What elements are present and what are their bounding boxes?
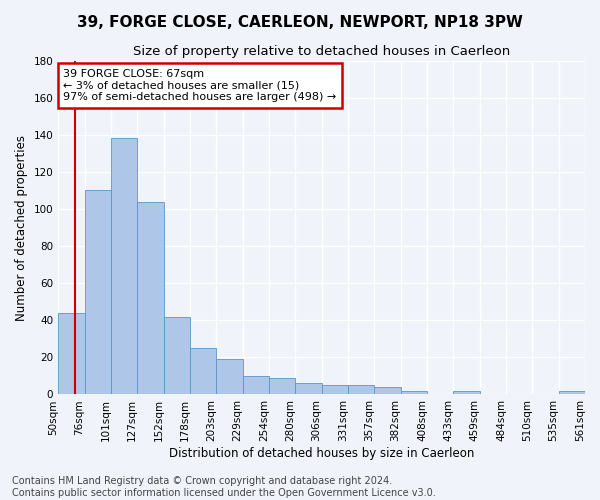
Bar <box>374 387 401 394</box>
Bar <box>348 385 374 394</box>
Text: Contains HM Land Registry data © Crown copyright and database right 2024.
Contai: Contains HM Land Registry data © Crown c… <box>12 476 436 498</box>
Bar <box>401 390 427 394</box>
Bar <box>164 316 190 394</box>
Bar <box>322 385 348 394</box>
Bar <box>190 348 216 395</box>
Bar <box>269 378 295 394</box>
Text: 39 FORGE CLOSE: 67sqm
← 3% of detached houses are smaller (15)
97% of semi-detac: 39 FORGE CLOSE: 67sqm ← 3% of detached h… <box>64 69 337 102</box>
Bar <box>453 390 479 394</box>
Bar <box>559 390 585 394</box>
Title: Size of property relative to detached houses in Caerleon: Size of property relative to detached ho… <box>133 45 510 58</box>
Bar <box>242 376 269 394</box>
Bar <box>137 202 164 394</box>
Bar <box>216 359 242 394</box>
Bar <box>111 138 137 394</box>
Y-axis label: Number of detached properties: Number of detached properties <box>15 134 28 320</box>
X-axis label: Distribution of detached houses by size in Caerleon: Distribution of detached houses by size … <box>169 447 474 460</box>
Text: 39, FORGE CLOSE, CAERLEON, NEWPORT, NP18 3PW: 39, FORGE CLOSE, CAERLEON, NEWPORT, NP18… <box>77 15 523 30</box>
Bar <box>58 313 85 394</box>
Bar <box>85 190 111 394</box>
Bar <box>295 384 322 394</box>
